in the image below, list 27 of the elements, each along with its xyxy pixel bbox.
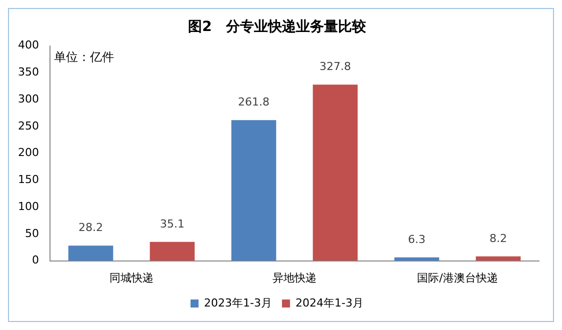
y-tick-label: 50 [24, 226, 39, 240]
y-tick-label: 300 [18, 92, 39, 106]
bar [476, 256, 521, 261]
data-label: 8.2 [490, 232, 507, 245]
data-label: 261.8 [238, 95, 270, 108]
y-axis-title: 单位：亿件 [54, 50, 114, 64]
bar [68, 246, 114, 261]
y-tick-label: 350 [18, 66, 39, 79]
chart-title: 图2 分专业快递业务量比较 [188, 18, 367, 36]
x-tick-label: 异地快递 [272, 271, 316, 284]
y-tick-label: 250 [18, 119, 39, 132]
legend-label: 2023年1-3月 [204, 296, 272, 310]
bar [312, 84, 358, 261]
data-label: 35.1 [160, 217, 184, 230]
x-tick-label: 国际/港澳台快递 [417, 271, 498, 284]
x-tick-label: 同城快递 [109, 271, 154, 284]
y-tick-label: 0 [32, 254, 39, 267]
bar [150, 242, 195, 261]
data-label: 28.2 [78, 221, 103, 234]
data-label: 327.8 [320, 60, 351, 73]
data-label: 6.3 [408, 232, 426, 246]
y-tick-label: 400 [18, 38, 39, 52]
y-tick-label: 200 [18, 146, 39, 160]
bar [231, 120, 276, 261]
y-tick-label: 100 [18, 200, 39, 213]
y-tick-label: 150 [18, 173, 39, 186]
legend-label: 2024年1-3月 [296, 296, 364, 310]
